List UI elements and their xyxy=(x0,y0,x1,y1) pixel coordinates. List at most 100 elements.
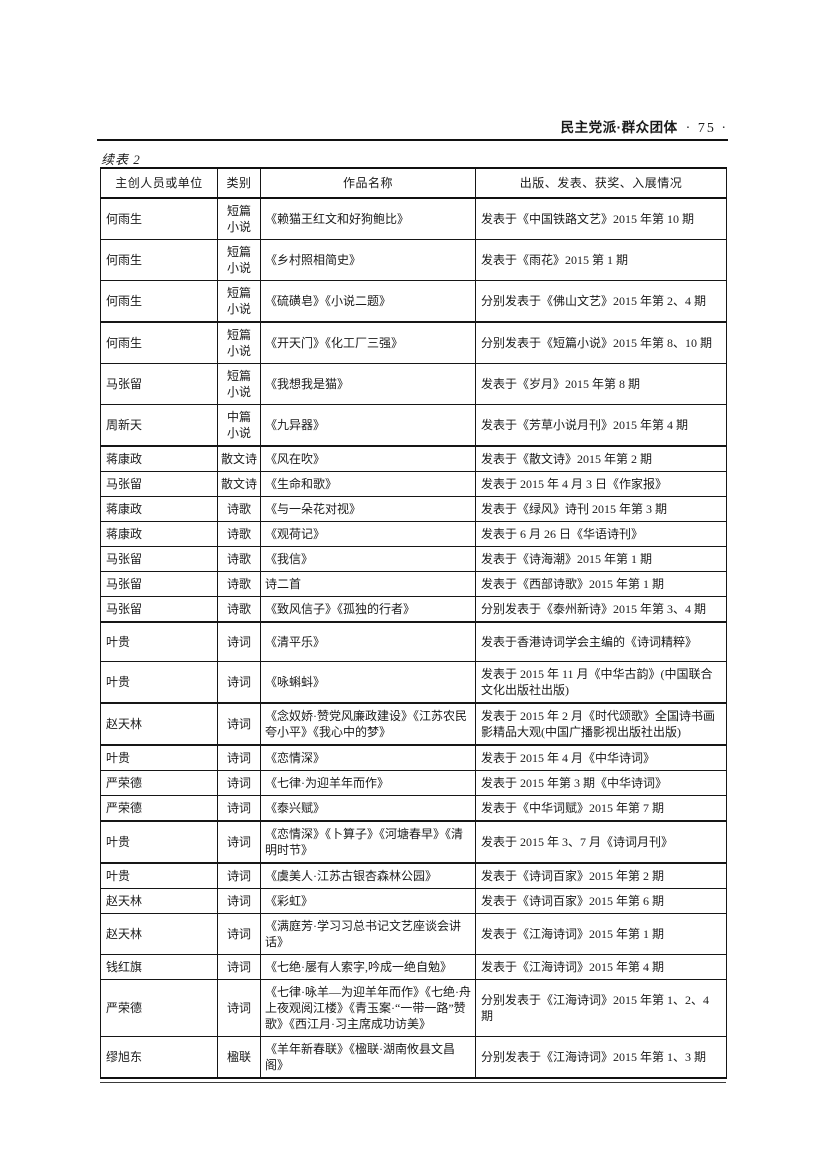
cell-category: 诗歌 xyxy=(217,496,261,522)
cell-creator: 马张留 xyxy=(100,363,218,405)
table-row: 严荣德 诗词 《泰兴赋》 发表于《中华词赋》2015 年第 7 期 xyxy=(100,795,727,822)
cell-title: 《咏蝌蚪》 xyxy=(260,661,476,704)
cell-publication: 发表于 2015 年 2 月《时代颂歌》全国诗书画影精品大观(中国广播影视出版社… xyxy=(475,702,727,746)
cell-creator: 何雨生 xyxy=(100,280,218,323)
table-row: 叶贵 诗词 《咏蝌蚪》 发表于 2015 年 11 月《中华古韵》(中国联合文化出版社… xyxy=(100,661,727,704)
table-row: 何雨生 短篇 小说 《乡村照相简史》 发表于《雨花》2015 第 1 期 xyxy=(100,239,727,281)
cell-category: 诗词 xyxy=(217,661,261,704)
cell-publication: 发表于 2015 年 4 月 3 日《作家报》 xyxy=(475,471,727,497)
cell-category: 诗词 xyxy=(217,795,261,822)
cell-title: 《硫磺皂》《小说二题》 xyxy=(260,280,476,323)
cell-title: 《风在吹》 xyxy=(260,445,476,472)
table-row: 马张留 短篇 小说 《我想我是猫》 发表于《岁月》2015 年第 8 期 xyxy=(100,363,727,405)
cell-publication: 发表于 2015 年 3、7 月《诗词月刊》 xyxy=(475,820,727,864)
table-row: 严荣德 诗词 《七律·为迎羊年而作》 发表于 2015 年第 3 期《中华诗词》 xyxy=(100,770,727,796)
cell-publication: 发表于 2015 年 11 月《中华古韵》(中国联合文化出版社出版) xyxy=(475,661,727,704)
cell-publication: 发表于《诗海潮》2015 年第 1 期 xyxy=(475,546,727,572)
cell-title: 《九异器》 xyxy=(260,404,476,447)
cell-category: 诗歌 xyxy=(217,571,261,597)
table-row: 叶贵 诗词 《恋情深》《卜算子》《河塘春早》《清明时节》 发表于 2015 年 3、7… xyxy=(100,820,727,864)
cell-category: 诗词 xyxy=(217,702,261,746)
cell-publication: 发表于《岁月》2015 年第 8 期 xyxy=(475,363,727,405)
cell-publication: 发表于 6 月 26 日《华语诗刊》 xyxy=(475,521,727,547)
cell-publication: 分别发表于《佛山文艺》2015 年第 2、4 期 xyxy=(475,280,727,323)
cell-creator: 严荣德 xyxy=(100,770,218,796)
cell-title: 《我信》 xyxy=(260,546,476,572)
cell-creator: 蒋康政 xyxy=(100,496,218,522)
cell-title: 《念奴娇·赞党风廉政建设》《江苏农民夸小平》《我心中的梦》 xyxy=(260,702,476,746)
cell-creator: 马张留 xyxy=(100,471,218,497)
table-row: 钱红旗 诗词 《七绝·屡有人索字,吟成一绝自勉》 发表于《江海诗词》2015 年第 4… xyxy=(100,954,727,980)
table-row: 马张留 诗歌 《致风信子》《孤独的行者》 分别发表于《泰州新诗》2015 年第 3、4… xyxy=(100,596,727,623)
cell-publication: 发表于 2015 年 4 月《中华诗词》 xyxy=(475,744,727,771)
cell-creator: 叶贵 xyxy=(100,744,218,771)
cell-publication: 发表于《诗词百家》2015 年第 2 期 xyxy=(475,862,727,889)
cell-title: 《赖猫王红文和好狗鲍比》 xyxy=(260,197,476,240)
cell-publication: 发表于《雨花》2015 第 1 期 xyxy=(475,239,727,281)
cell-title: 《致风信子》《孤独的行者》 xyxy=(260,596,476,623)
page-number: · 75 · xyxy=(685,121,728,136)
table-row: 周新天 中篇 小说 《九异器》 发表于《芳草小说月刊》2015 年第 4 期 xyxy=(100,404,727,447)
cell-category: 诗歌 xyxy=(217,596,261,623)
cell-creator: 何雨生 xyxy=(100,321,218,364)
cell-category: 诗歌 xyxy=(217,521,261,547)
running-head-title: 民主党派·群众团体 xyxy=(560,120,678,135)
cell-creator: 缪旭东 xyxy=(100,1036,218,1079)
cell-title: 《观荷记》 xyxy=(260,521,476,547)
cell-creator: 赵天林 xyxy=(100,913,218,955)
table-row: 叶贵 诗词 《恋情深》 发表于 2015 年 4 月《中华诗词》 xyxy=(100,744,727,771)
cell-creator: 蒋康政 xyxy=(100,521,218,547)
table-row: 马张留 散文诗 《生命和歌》 发表于 2015 年 4 月 3 日《作家报》 xyxy=(100,471,727,497)
cell-title: 《恋情深》 xyxy=(260,744,476,771)
cell-title: 《虞美人·江苏古银杏森林公园》 xyxy=(260,862,476,889)
cell-category: 诗词 xyxy=(217,744,261,771)
column-header-title: 作品名称 xyxy=(260,167,476,199)
works-table: 主创人员或单位 类别 作品名称 出版、发表、获奖、入展情况 何雨生 短篇 小说 《赖… xyxy=(100,167,727,1079)
cell-publication: 发表于香港诗词学会主编的《诗词精粹》 xyxy=(475,621,727,662)
table-row: 何雨生 短篇 小说 《开天门》《化工厂三强》 分别发表于《短篇小说》2015 年第 8… xyxy=(100,321,727,364)
cell-category: 楹联 xyxy=(217,1036,261,1079)
cell-creator: 严荣德 xyxy=(100,979,218,1037)
cell-publication: 发表于《诗词百家》2015 年第 6 期 xyxy=(475,888,727,914)
cell-publication: 发表于《江海诗词》2015 年第 1 期 xyxy=(475,913,727,955)
cell-creator: 周新天 xyxy=(100,404,218,447)
cell-category: 短篇 小说 xyxy=(217,363,261,405)
cell-category: 短篇 小说 xyxy=(217,197,261,240)
cell-creator: 叶贵 xyxy=(100,621,218,662)
cell-category: 散文诗 xyxy=(217,445,261,472)
table-row: 叶贵 诗词 《虞美人·江苏古银杏森林公园》 发表于《诗词百家》2015 年第 2 期 xyxy=(100,862,727,889)
cell-title: 《彩虹》 xyxy=(260,888,476,914)
cell-title: 《我想我是猫》 xyxy=(260,363,476,405)
column-header-category: 类别 xyxy=(217,167,261,199)
cell-category: 诗词 xyxy=(217,913,261,955)
table-row: 严荣德 诗词 《七律·咏羊—为迎羊年而作》《七绝·舟上夜观阅江楼》《青玉案·“一带一… xyxy=(100,979,727,1037)
header-row: 主创人员或单位 类别 作品名称 出版、发表、获奖、入展情况 xyxy=(100,167,727,199)
works-table-container: 主创人员或单位 类别 作品名称 出版、发表、获奖、入展情况 何雨生 短篇 小说 《赖… xyxy=(100,167,727,1083)
cell-publication: 发表于《西部诗歌》2015 年第 1 期 xyxy=(475,571,727,597)
cell-title: 《与一朵花对视》 xyxy=(260,496,476,522)
cell-creator: 马张留 xyxy=(100,571,218,597)
cell-publication: 发表于《中国铁路文艺》2015 年第 10 期 xyxy=(475,197,727,240)
cell-creator: 叶贵 xyxy=(100,661,218,704)
cell-title: 《羊年新春联》《楹联·湖南攸县文昌阁》 xyxy=(260,1036,476,1079)
table-row: 蒋康政 散文诗 《风在吹》 发表于《散文诗》2015 年第 2 期 xyxy=(100,445,727,472)
cell-creator: 何雨生 xyxy=(100,239,218,281)
column-header-creator: 主创人员或单位 xyxy=(100,167,218,199)
table-bottom-rule xyxy=(100,1082,726,1083)
header-rule xyxy=(97,139,728,141)
cell-category: 诗词 xyxy=(217,862,261,889)
cell-category: 诗歌 xyxy=(217,546,261,572)
cell-publication: 分别发表于《泰州新诗》2015 年第 3、4 期 xyxy=(475,596,727,623)
cell-publication: 发表于《中华词赋》2015 年第 7 期 xyxy=(475,795,727,822)
cell-title: 《七绝·屡有人索字,吟成一绝自勉》 xyxy=(260,954,476,980)
cell-creator: 马张留 xyxy=(100,546,218,572)
cell-creator: 严荣德 xyxy=(100,795,218,822)
cell-category: 散文诗 xyxy=(217,471,261,497)
cell-publication: 发表于 2015 年第 3 期《中华诗词》 xyxy=(475,770,727,796)
cell-publication: 发表于《散文诗》2015 年第 2 期 xyxy=(475,445,727,472)
cell-publication: 分别发表于《江海诗词》2015 年第 1、3 期 xyxy=(475,1036,727,1079)
cell-title: 诗二首 xyxy=(260,571,476,597)
cell-creator: 蒋康政 xyxy=(100,445,218,472)
cell-publication: 分别发表于《江海诗词》2015 年第 1、2、4 期 xyxy=(475,979,727,1037)
